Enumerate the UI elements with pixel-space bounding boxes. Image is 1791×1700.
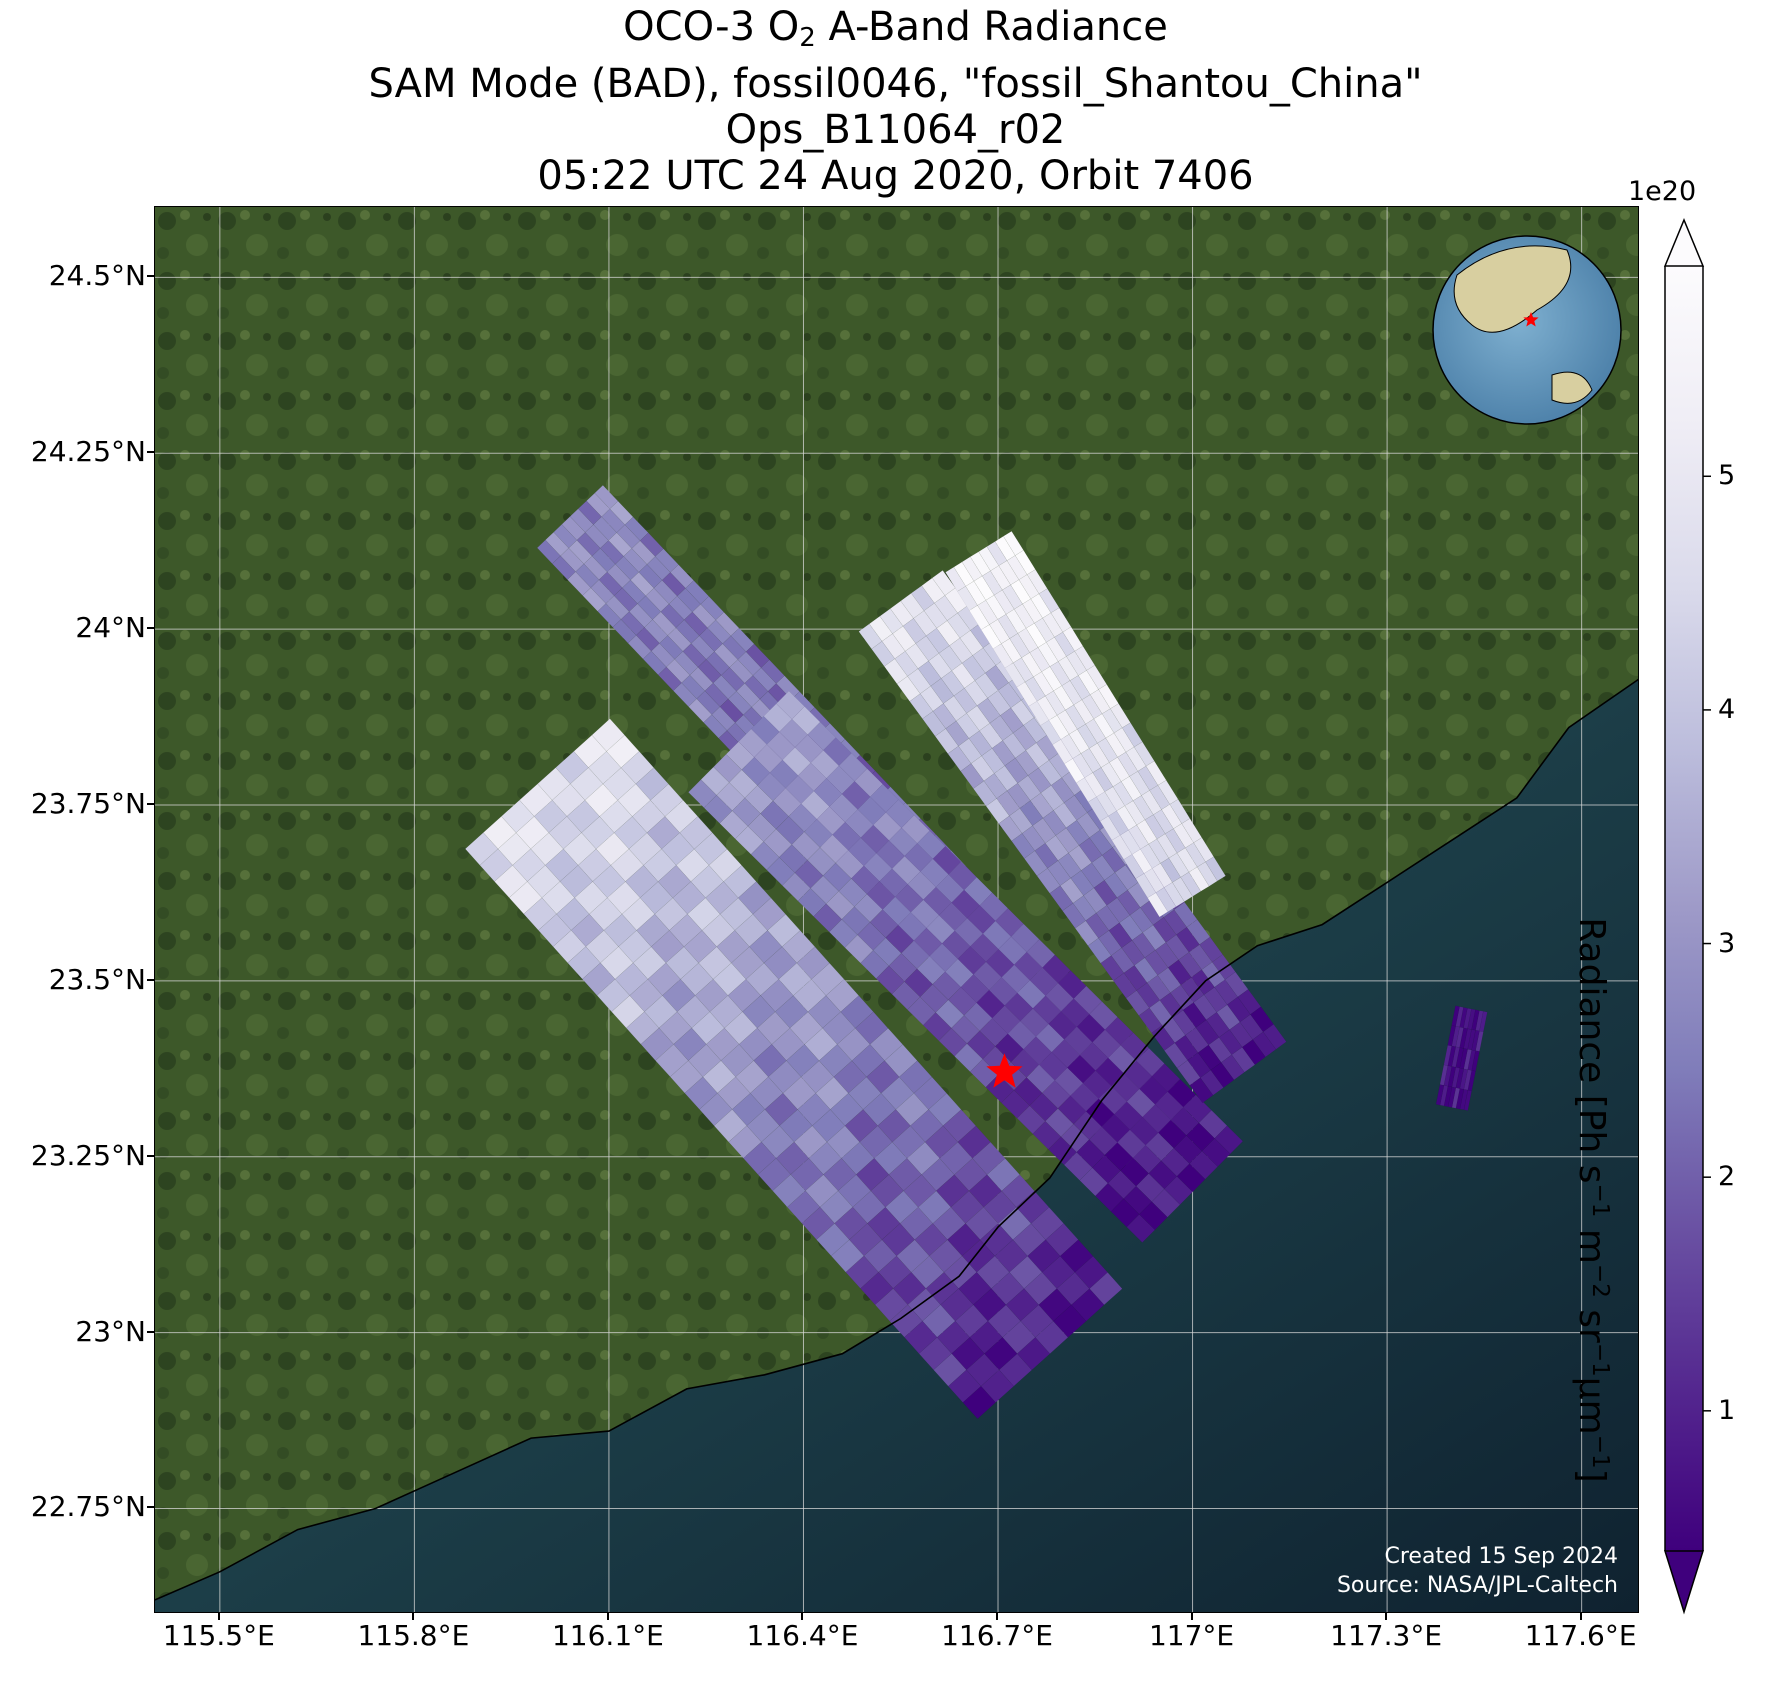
footprint-cell bbox=[1435, 1084, 1445, 1106]
colorbar-tick-label: 3 bbox=[1718, 927, 1736, 959]
radiance-swaths bbox=[464, 484, 1488, 1420]
title-line-2: SAM Mode (BAD), fossil0046, "fossil_Shan… bbox=[368, 61, 1423, 107]
data-source: Source: NASA/JPL-Caltech bbox=[1336, 1573, 1618, 1598]
lat-tick-label: 23.5°N bbox=[48, 962, 146, 996]
swath-5 bbox=[945, 530, 1226, 918]
lat-tickmark bbox=[147, 802, 154, 805]
map-panel[interactable]: Created 15 Sep 2024 Source: NASA/JPL-Cal… bbox=[154, 206, 1639, 1613]
lon-tick-label: 116.1°E bbox=[551, 1619, 664, 1652]
lon-tickmark bbox=[1579, 1613, 1582, 1620]
title-line-4: 05:22 UTC 24 Aug 2020, Orbit 7406 bbox=[537, 153, 1254, 199]
footprint-cell bbox=[1147, 892, 1169, 918]
colorbar-tickmarks bbox=[1703, 475, 1711, 1412]
lat-tickmark bbox=[147, 978, 154, 981]
lon-tickmark bbox=[1385, 1613, 1388, 1620]
colorbar-extend-max bbox=[1663, 218, 1705, 267]
lat-tick-label: 24°N bbox=[75, 611, 146, 645]
lon-tickmark bbox=[412, 1613, 415, 1620]
lat-tick-label: 23.25°N bbox=[30, 1138, 146, 1172]
lon-tickmark bbox=[217, 1613, 220, 1620]
lon-tick-label: 117°E bbox=[1148, 1619, 1235, 1652]
globe-australia-landmass bbox=[1551, 371, 1593, 404]
colorbar-label: Radiance [Ph s−1 m−2 sr−1μm−1] bbox=[1571, 917, 1613, 1483]
lon-tick-label: 116.7°E bbox=[941, 1619, 1053, 1652]
coastline bbox=[155, 678, 1638, 1601]
lat-tick-label: 23°N bbox=[75, 1314, 146, 1348]
colorbar-exponent: 1e20 bbox=[1628, 176, 1697, 207]
swath-3 bbox=[688, 690, 1244, 1243]
swath-2 bbox=[464, 718, 1123, 1420]
footprint-cell bbox=[962, 1385, 996, 1420]
coastline-path bbox=[155, 678, 1638, 1601]
lon-tick-label: 117.6°E bbox=[1524, 1619, 1637, 1652]
target-marker-layer bbox=[986, 1053, 1023, 1088]
colorbar-body bbox=[1665, 266, 1703, 1551]
footprint-cell bbox=[1126, 1214, 1156, 1243]
lat-tickmark bbox=[147, 275, 154, 278]
lon-tickmark bbox=[1190, 1613, 1193, 1620]
lon-tickmark bbox=[801, 1613, 804, 1620]
lon-tick-label: 116.4°E bbox=[746, 1619, 859, 1652]
lat-tickmark bbox=[147, 627, 154, 630]
target-star-icon bbox=[986, 1053, 1023, 1088]
map-canvas[interactable] bbox=[155, 207, 1639, 1613]
locator-globe bbox=[1432, 235, 1622, 425]
title-line-1-post: A-Band Radiance bbox=[815, 4, 1168, 50]
lat-tickmark bbox=[147, 1330, 154, 1333]
lon-tickmark bbox=[996, 1613, 998, 1620]
title-line-1: OCO-3 O2 A-Band Radiance bbox=[0, 4, 1791, 61]
sea-area bbox=[155, 679, 1638, 1612]
colorbar-tick-label: 2 bbox=[1718, 1161, 1736, 1193]
swath-6 bbox=[1435, 1005, 1488, 1111]
lat-tickmark bbox=[147, 451, 154, 454]
title-line-3: Ops_B11064_r02 bbox=[725, 107, 1066, 153]
colorbar-extend-min bbox=[1663, 1550, 1705, 1615]
lat-tick-label: 24.25°N bbox=[30, 435, 146, 469]
lon-tick-label: 117.3°E bbox=[1330, 1619, 1443, 1652]
colorbar-tick-label: 5 bbox=[1718, 460, 1736, 492]
lon-tick-label: 115.8°E bbox=[357, 1619, 470, 1652]
globe-asia-landmass bbox=[1453, 245, 1572, 333]
footprint-cell bbox=[1189, 1077, 1214, 1104]
lat-tick-label: 24.5°N bbox=[48, 259, 146, 293]
credits: Created 15 Sep 2024 Source: NASA/JPL-Cal… bbox=[1337, 1542, 1618, 1600]
lat-tick-label: 23.75°N bbox=[30, 786, 146, 820]
plot-title: OCO-3 O2 A-Band Radiance SAM Mode (BAD),… bbox=[0, 4, 1791, 199]
lat-tickmark bbox=[147, 1154, 154, 1157]
title-line-1-pre: OCO-3 O bbox=[623, 4, 800, 50]
lon-tick-label: 115.5°E bbox=[162, 1619, 275, 1652]
globe-target-star-icon bbox=[1523, 312, 1539, 327]
created-date: Created 15 Sep 2024 bbox=[1384, 1544, 1619, 1569]
lat-tickmark bbox=[147, 1506, 154, 1509]
colorbar-tick-label: 1 bbox=[1718, 1394, 1736, 1426]
lat-tick-label: 22.75°N bbox=[30, 1490, 146, 1524]
title-line-1-subscript: 2 bbox=[799, 23, 816, 53]
colorbar-tick-label: 4 bbox=[1718, 693, 1736, 725]
lon-tickmark bbox=[606, 1613, 609, 1620]
